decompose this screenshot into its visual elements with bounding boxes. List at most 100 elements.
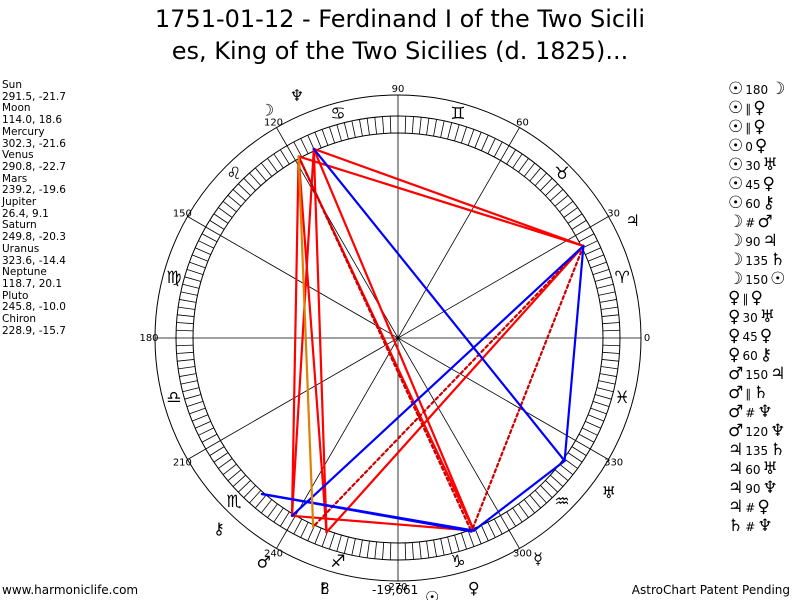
degree-tick <box>487 522 496 538</box>
degree-tick <box>286 145 296 161</box>
aspect-angle: # <box>745 501 756 515</box>
degree-tick <box>575 226 591 236</box>
degree-tick <box>321 129 329 146</box>
aspect-line-jupiter-mars <box>290 244 585 517</box>
degree-tick <box>518 503 529 518</box>
planet-glyph-venus: ♀ <box>468 578 480 597</box>
degree-tick <box>336 534 342 552</box>
sign-boundary-tick <box>590 448 609 460</box>
degree-label: 150 <box>173 209 192 220</box>
degree-tick <box>550 474 564 487</box>
degree-tick <box>307 525 315 541</box>
degree-tick <box>359 539 363 557</box>
degree-tick <box>598 380 616 385</box>
degree-tick <box>374 117 377 135</box>
planet-name-jupiter: Jupiter <box>2 196 37 209</box>
degree-tick <box>534 490 547 504</box>
degree-tick <box>243 485 256 498</box>
aspect-planet-glyph: ♀ <box>757 497 770 517</box>
aspect-row: ♃ # ♀ <box>728 498 785 517</box>
aspect-row: ☉ 180 ☽ <box>728 80 785 99</box>
zodiac-sign-glyph: ♎ <box>166 388 181 408</box>
aspect-planet-glyph: ☽ <box>728 250 744 270</box>
degree-tick <box>238 183 251 196</box>
aspect-planet-glyph: ♃ <box>728 459 744 479</box>
degree-tick <box>209 446 225 456</box>
degree-tick <box>506 511 516 527</box>
degree-tick <box>426 118 430 136</box>
aspect-row: ♀ ∥ ♀ <box>728 289 785 308</box>
degree-tick <box>512 507 523 523</box>
aspect-row: ♃ 60 ♅ <box>728 460 785 479</box>
aspect-planet-glyph: ☉ <box>728 174 744 194</box>
aspect-planet-glyph: ♂ <box>757 212 773 232</box>
degree-tick <box>587 254 604 262</box>
aspect-row: ♂ 120 ♆ <box>728 422 785 441</box>
sign-boundary-tick <box>508 530 520 549</box>
degree-tick <box>540 178 553 191</box>
degree-tick <box>218 458 233 469</box>
degree-tick <box>293 518 303 535</box>
degree-tick <box>563 207 578 218</box>
degree-tick <box>590 261 607 269</box>
degree-tick <box>474 527 482 544</box>
aspect-planet-glyph: ☉ <box>770 269 786 289</box>
chart-title-line-1: 1751-01-12 - Ferdinand I of the Two Sici… <box>154 5 646 33</box>
degree-tick <box>218 207 233 218</box>
aspect-line-moon-uranus <box>312 147 566 462</box>
planet-coords-moon: 114.0, 18.6 <box>2 114 63 127</box>
aspect-line-moon-mars <box>290 147 315 517</box>
aspect-angle: 60 <box>745 197 761 211</box>
degree-tick <box>184 276 202 282</box>
aspect-planet-glyph: ♆ <box>757 402 773 422</box>
aspect-angle: 30 <box>742 311 758 325</box>
degree-tick <box>300 522 309 538</box>
degree-tick <box>592 400 610 407</box>
house-axis-line <box>220 235 576 441</box>
aspect-angle: 90 <box>745 235 761 249</box>
aspect-planet-glyph: ♆ <box>757 516 773 536</box>
aspect-angle: 150 <box>745 273 769 287</box>
degree-tick <box>198 427 214 436</box>
aspect-line-moon-jupiter <box>312 147 585 248</box>
planet-glyph-moon: ☽ <box>260 101 274 120</box>
degree-label: 90 <box>392 84 405 95</box>
degree-tick <box>293 141 303 158</box>
degree-tick <box>267 503 278 518</box>
planet-coords-jupiter: 26.4, 9.1 <box>2 207 49 220</box>
degree-tick <box>176 351 194 354</box>
degree-tick <box>592 269 610 276</box>
degree-tick <box>232 474 246 487</box>
aspect-row: ☽ 135 ♄ <box>728 251 785 270</box>
aspect-row: ☽ 90 ♃ <box>728 232 785 251</box>
planet-coords-pluto: 245.8, -10.0 <box>2 301 66 314</box>
degree-tick <box>582 240 598 249</box>
degree-tick <box>602 344 620 347</box>
aspect-planet-glyph: ☉ <box>728 79 744 99</box>
aspect-planet-glyph: ♂ <box>728 383 744 403</box>
degree-tick <box>411 116 414 134</box>
aspect-planet-glyph: ⚷ <box>759 345 773 365</box>
aspect-angle: 45 <box>745 178 761 192</box>
zodiac-sign-glyph: ♋ <box>330 104 345 124</box>
degree-label: 180 <box>139 333 158 344</box>
degree-tick <box>426 540 430 558</box>
aspect-planet-glyph: ♆ <box>770 421 786 441</box>
degree-tick <box>599 299 617 303</box>
planet-coords-neptune: 118.7, 20.1 <box>2 277 63 290</box>
degree-tick <box>481 135 489 151</box>
planet-glyph-mercury: ☿ <box>533 549 543 568</box>
planet-glyph-sun: ☉ <box>425 587 439 600</box>
planet-name-saturn: Saturn <box>2 219 37 232</box>
degree-tick <box>594 276 612 282</box>
degree-tick <box>179 373 197 377</box>
planet-coords-chiron: 228.9, -15.7 <box>2 324 66 337</box>
planet-glyph-mars: ♂ <box>257 553 271 572</box>
aspect-row: ☉ 45 ♀ <box>728 175 785 194</box>
degree-tick <box>182 283 200 289</box>
degree-tick <box>567 213 583 224</box>
degree-tick <box>254 494 267 509</box>
degree-tick <box>440 120 445 138</box>
aspect-angle: # <box>745 406 756 420</box>
aspect-row: ♀ 45 ♀ <box>728 327 785 346</box>
